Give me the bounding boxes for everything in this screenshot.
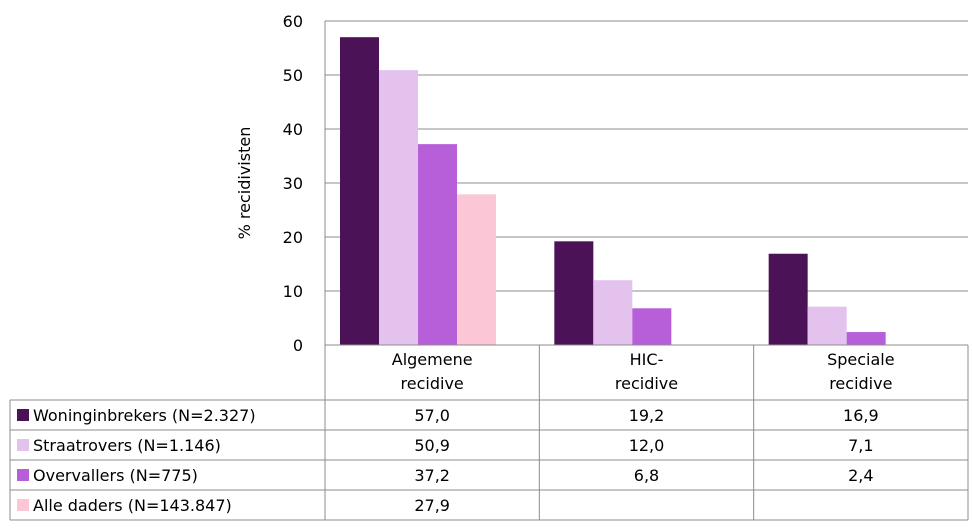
x-category-label: recidive bbox=[829, 374, 892, 393]
bar bbox=[768, 253, 808, 345]
data-label: 27,9 bbox=[414, 496, 450, 515]
y-tick-label: 40 bbox=[283, 120, 303, 139]
legend-swatch bbox=[17, 499, 29, 511]
x-category-label: recidive bbox=[401, 374, 464, 393]
bar bbox=[379, 70, 418, 345]
legend-label: Straatrovers (N=1.146) bbox=[33, 436, 221, 455]
y-axis-title: % recidivisten bbox=[235, 127, 254, 240]
data-label: 6,8 bbox=[634, 466, 659, 485]
y-tick-label: 50 bbox=[283, 66, 303, 85]
y-tick-label: 10 bbox=[283, 282, 303, 301]
legend-swatch bbox=[17, 469, 29, 481]
bar bbox=[554, 241, 594, 345]
y-tick-label: 20 bbox=[283, 228, 303, 247]
data-label: 57,0 bbox=[414, 406, 450, 425]
data-label: 7,1 bbox=[848, 436, 873, 455]
bar bbox=[593, 280, 633, 345]
y-tick-label: 60 bbox=[283, 12, 303, 31]
legend-label: Alle daders (N=143.847) bbox=[33, 496, 232, 515]
bar bbox=[340, 37, 379, 345]
legend-swatch bbox=[17, 409, 29, 421]
x-category-label: recidive bbox=[615, 374, 678, 393]
x-category-label: HIC- bbox=[630, 350, 664, 369]
bar bbox=[457, 194, 496, 345]
legend-swatch bbox=[17, 439, 29, 451]
data-label: 2,4 bbox=[848, 466, 873, 485]
data-label: 12,0 bbox=[629, 436, 665, 455]
x-category-label: Speciale bbox=[827, 350, 895, 369]
bar bbox=[846, 332, 886, 345]
data-label: 16,9 bbox=[843, 406, 879, 425]
legend-label: Overvallers (N=775) bbox=[33, 466, 198, 485]
data-label: 19,2 bbox=[629, 406, 665, 425]
bar bbox=[418, 144, 457, 345]
y-tick-label: 30 bbox=[283, 174, 303, 193]
data-label: 37,2 bbox=[414, 466, 450, 485]
y-tick-label: 0 bbox=[293, 336, 303, 355]
x-category-label: Algemene bbox=[392, 350, 473, 369]
bar bbox=[807, 306, 847, 345]
data-label: 50,9 bbox=[414, 436, 450, 455]
legend-label: Woninginbrekers (N=2.327) bbox=[33, 406, 256, 425]
bar bbox=[632, 308, 672, 345]
